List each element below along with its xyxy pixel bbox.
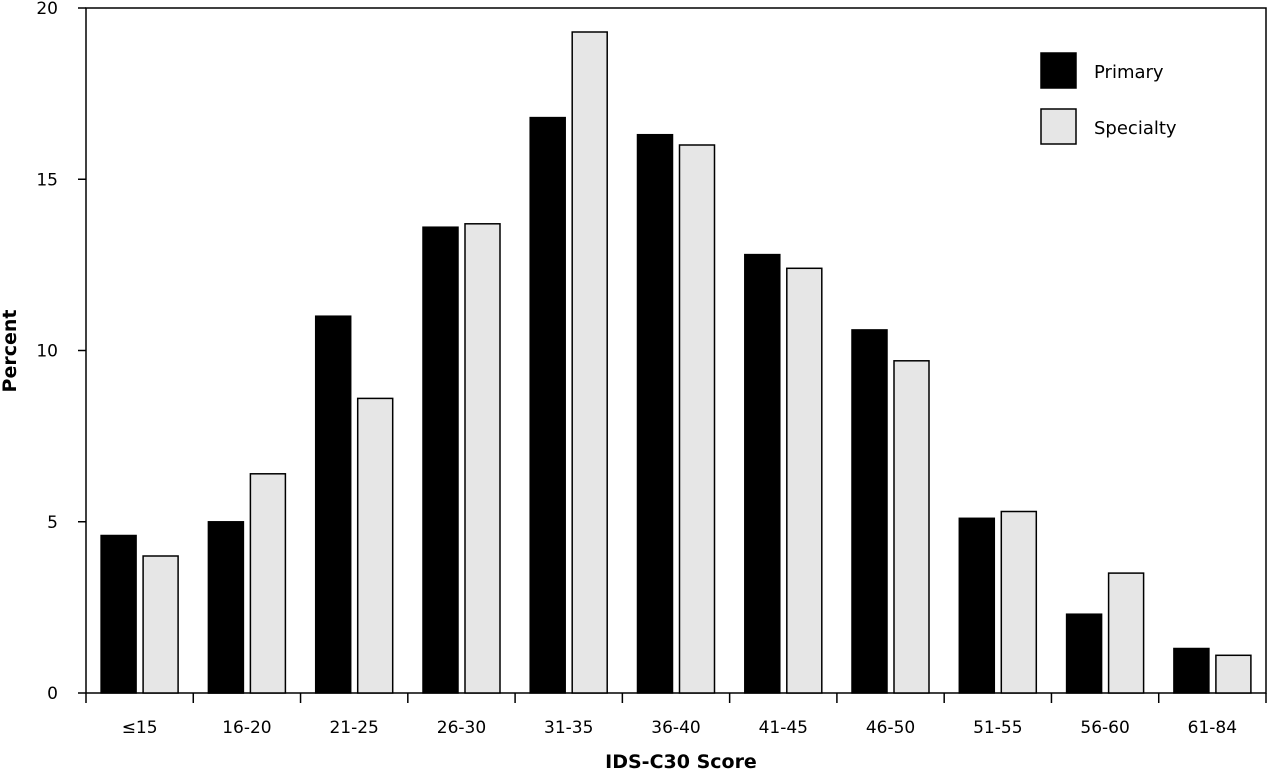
legend-label-primary: Primary — [1094, 62, 1164, 83]
bar-specialty-6 — [786, 267, 823, 694]
legend-label-specialty: Specialty — [1094, 118, 1177, 139]
x-tick-label-3: 26-30 — [437, 718, 486, 738]
bars-group — [100, 31, 1252, 694]
x-tick-label-0: ≤15 — [122, 718, 158, 738]
legend: Primary Specialty — [1040, 52, 1177, 145]
x-tick-label-4: 31-35 — [544, 718, 593, 738]
y-tick-label-20: 20 — [36, 0, 58, 19]
bar-specialty-4 — [571, 31, 608, 694]
bar-primary-1 — [207, 521, 245, 694]
bar-primary-3 — [422, 226, 459, 694]
y-axis-title: Percent — [0, 310, 21, 393]
y-tick-label-10: 10 — [36, 342, 58, 362]
bar-specialty-3 — [464, 223, 501, 694]
x-tick-label-7: 46-50 — [866, 718, 915, 738]
bar-primary-5 — [636, 133, 674, 694]
x-tick-label-6: 41-45 — [759, 718, 808, 738]
x-axis-title: IDS-C30 Score — [605, 751, 757, 770]
bar-primary-8 — [958, 517, 996, 694]
bar-primary-10 — [1173, 647, 1210, 694]
x-tick-label-8: 51-55 — [973, 718, 1022, 738]
bar-specialty-9 — [1107, 572, 1145, 694]
x-tick-label-10: 61-84 — [1188, 718, 1237, 738]
y-tick-label-0: 0 — [47, 684, 58, 704]
x-tick-label-9: 56-60 — [1080, 718, 1129, 738]
y-tick-label-15: 15 — [36, 170, 58, 190]
legend-swatch-specialty — [1040, 108, 1077, 145]
bar-specialty-10 — [1215, 654, 1252, 694]
x-tick-label-5: 36-40 — [651, 718, 700, 738]
bar-specialty-2 — [356, 397, 394, 694]
x-tick-label-2: 21-25 — [329, 718, 378, 738]
bar-specialty-8 — [1000, 510, 1038, 694]
bar-specialty-5 — [678, 144, 716, 694]
bar-specialty-7 — [893, 360, 930, 694]
bar-specialty-0 — [142, 555, 179, 694]
legend-swatch-primary — [1040, 52, 1077, 89]
bar-primary-6 — [744, 253, 781, 694]
axes-group: 0 5 10 15 20 ≤15 16-20 21-25 26-30 31-35 36-40 41-4… — [36, 0, 1267, 738]
x-tick-label-1: 16-20 — [222, 718, 271, 738]
bar-specialty-1 — [249, 473, 287, 694]
bar-primary-7 — [851, 329, 888, 694]
y-tick-label-5: 5 — [47, 513, 58, 533]
bar-primary-2 — [314, 315, 352, 694]
bar-primary-4 — [529, 116, 566, 694]
bar-primary-9 — [1065, 613, 1103, 694]
bar-primary-0 — [100, 534, 137, 694]
